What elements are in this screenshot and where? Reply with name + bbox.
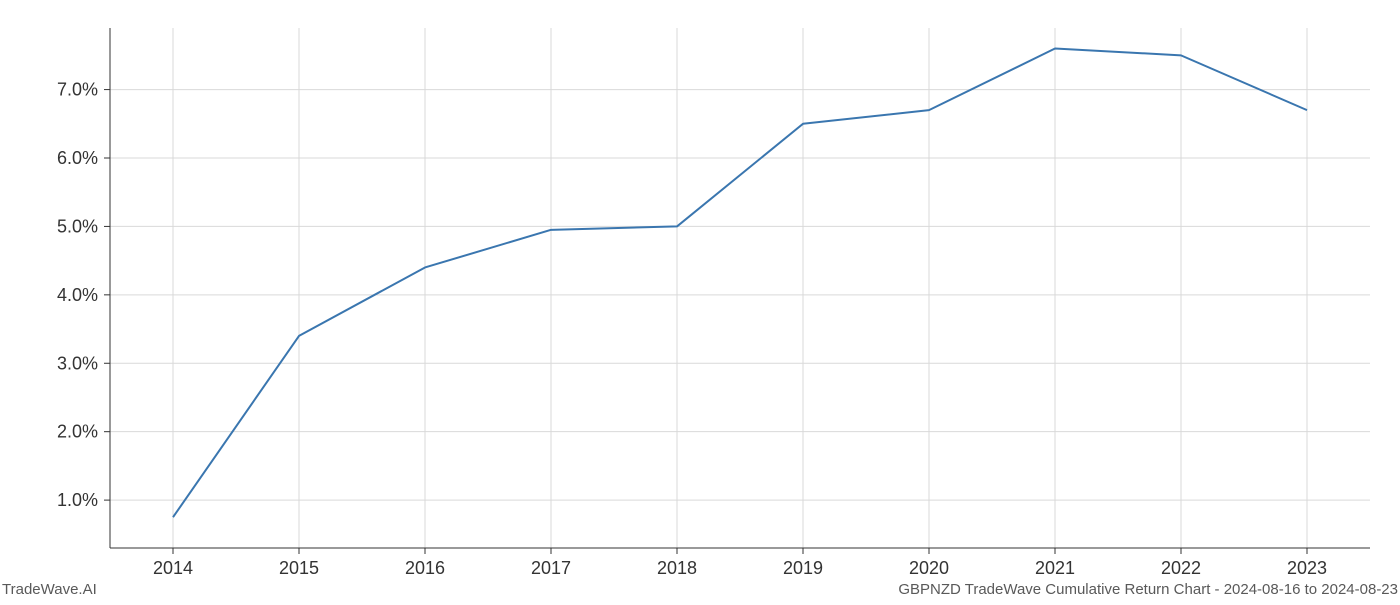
chart-svg: 2014 2015 2016 2017 2018 2019 2020 2021 2022 2023… <box>0 0 1400 600</box>
svg-text:2014: 2014 <box>153 558 193 578</box>
svg-text:2017: 2017 <box>531 558 571 578</box>
svg-text:2020: 2020 <box>909 558 949 578</box>
svg-text:3.0%: 3.0% <box>57 353 98 373</box>
svg-text:2015: 2015 <box>279 558 319 578</box>
svg-text:1.0%: 1.0% <box>57 490 98 510</box>
svg-text:5.0%: 5.0% <box>57 216 98 236</box>
line-chart: 2014 2015 2016 2017 2018 2019 2020 2021 2022 2023… <box>0 0 1400 600</box>
svg-text:2016: 2016 <box>405 558 445 578</box>
svg-text:2021: 2021 <box>1035 558 1075 578</box>
svg-text:2023: 2023 <box>1287 558 1327 578</box>
footer-right-text: GBPNZD TradeWave Cumulative Return Chart… <box>898 581 1398 598</box>
svg-text:2019: 2019 <box>783 558 823 578</box>
svg-text:2.0%: 2.0% <box>57 422 98 442</box>
svg-text:2018: 2018 <box>657 558 697 578</box>
svg-text:2022: 2022 <box>1161 558 1201 578</box>
svg-text:7.0%: 7.0% <box>57 80 98 100</box>
svg-text:6.0%: 6.0% <box>57 148 98 168</box>
svg-text:4.0%: 4.0% <box>57 285 98 305</box>
footer-left-text: TradeWave.AI <box>2 581 97 598</box>
